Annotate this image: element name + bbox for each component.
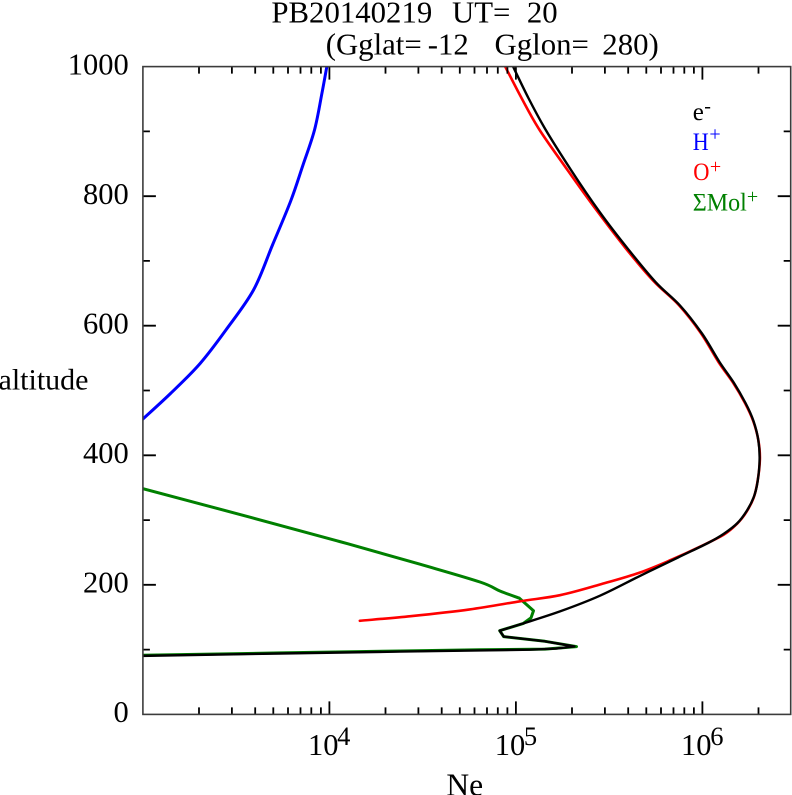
svg-text:H: H (693, 129, 709, 156)
svg-text:-12: -12 (428, 27, 469, 61)
svg-text:altitude: altitude (0, 364, 88, 397)
svg-text:PB20140219: PB20140219 (271, 0, 432, 29)
svg-text:UT=: UT= (452, 0, 510, 29)
svg-text:5: 5 (524, 721, 537, 751)
svg-text:10: 10 (681, 728, 712, 762)
svg-text:0: 0 (114, 695, 129, 729)
svg-text:600: 600 (83, 306, 129, 340)
svg-text:280): 280) (602, 27, 658, 61)
svg-text:-: - (704, 95, 711, 117)
svg-text:200: 200 (83, 566, 129, 600)
svg-text:6: 6 (710, 721, 723, 751)
svg-text:10: 10 (308, 728, 339, 762)
svg-text:1000: 1000 (68, 47, 129, 81)
svg-text:e: e (693, 99, 704, 126)
svg-text:10: 10 (495, 728, 526, 762)
svg-text:800: 800 (83, 177, 129, 211)
svg-text:4: 4 (337, 721, 350, 751)
svg-text:+: + (747, 186, 758, 208)
svg-text:(Gglat=: (Gglat= (326, 27, 422, 61)
svg-text:O: O (693, 159, 709, 186)
svg-text:ΣMol: ΣMol (693, 190, 747, 217)
svg-text:Gglon=: Gglon= (495, 27, 589, 61)
svg-text:+: + (710, 156, 721, 178)
svg-text:+: + (709, 124, 720, 146)
svg-text:20: 20 (527, 0, 558, 29)
svg-text:400: 400 (83, 436, 129, 470)
svg-text:Ne: Ne (446, 767, 483, 795)
